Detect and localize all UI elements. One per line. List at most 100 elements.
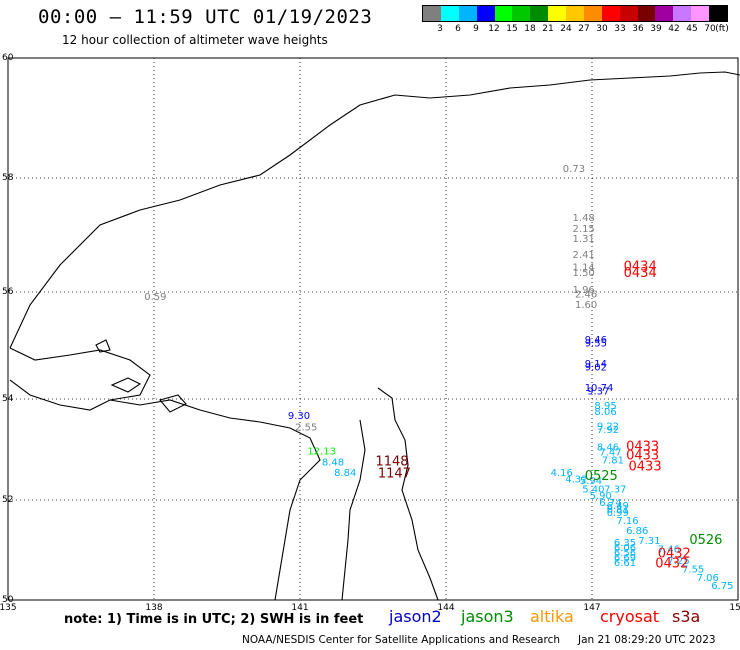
legend-altika: altika — [530, 607, 574, 626]
wave-height-label: 7.31 — [638, 536, 660, 547]
scale-label: 3 — [437, 24, 443, 34]
wave-height-label: 1.14 — [573, 262, 595, 273]
wave-height-label: 7.37 — [604, 484, 626, 495]
pass-time-label: 0525 — [585, 469, 618, 484]
wave-height-label: 6.99 — [607, 508, 629, 519]
coastline-amur-coast — [109, 399, 321, 601]
wave-height-label: 2.15 — [573, 224, 595, 235]
pass-time-label: 0434 — [624, 266, 657, 281]
wave-height-label: 6.69 — [614, 553, 636, 564]
wave-height-label: 8.46 — [597, 443, 619, 454]
lon-tick-label: 138 — [145, 603, 162, 613]
wave-height-label: 2.46 — [575, 289, 597, 300]
scale-swatch — [566, 6, 584, 21]
scale-label: 33 — [614, 24, 626, 34]
wave-height-label: 0.73 — [563, 164, 585, 175]
scale-swatch — [583, 6, 602, 21]
scale-swatch — [530, 6, 549, 21]
wave-height-label: 6.61 — [614, 558, 636, 569]
pass-time-label: 0433 — [626, 449, 659, 464]
wave-height-label: 12.13 — [307, 447, 336, 458]
wave-height-label: 5.40 — [582, 484, 604, 495]
wave-height-label: 2.41 — [573, 250, 595, 261]
coastline — [9, 71, 740, 601]
wave-height-label: 9.30 — [288, 411, 310, 422]
wave-height-label: 5.94 — [580, 476, 602, 487]
wave-height-label: 9.46 — [585, 335, 607, 346]
coastline-sakhalin-west — [341, 419, 366, 601]
scale-label: 45 — [686, 24, 698, 34]
scale-swatch — [655, 6, 674, 21]
wave-height-label: 7.25 — [667, 556, 689, 567]
map-axis-ticks: 135 138 141 144 147 150 50 52 54 56 58 60 — [0, 53, 740, 613]
scale-label: 39 — [650, 24, 662, 34]
coastline-shantar-bay — [9, 347, 151, 411]
wave-height-label: 9.37 — [587, 387, 609, 398]
legend-s3a: s3a — [672, 607, 701, 626]
footer-credit: NOAA/NESDIS Center for Satellite Applica… — [242, 634, 560, 646]
wave-height-label: 7.92 — [597, 425, 619, 436]
scale-label: 18 — [524, 24, 536, 34]
scale-label: 27 — [578, 24, 590, 34]
scale-swatch — [494, 6, 513, 21]
scale-swatch — [476, 6, 495, 21]
wave-height-label: 8.06 — [594, 407, 616, 418]
wave-height-label: 9.22 — [597, 421, 619, 432]
scale-swatch — [423, 6, 441, 21]
pass-time-label: 0434 — [624, 259, 657, 274]
wave-height-label: 7.16 — [616, 516, 638, 527]
scale-swatch — [637, 6, 656, 21]
wave-height-label: 7.81 — [602, 456, 624, 467]
color-scale-labels: 3 6 9 12 15 18 21 24 27 30 33 36 39 42 45 70 (ft) — [422, 22, 729, 36]
color-scale-bar — [422, 5, 728, 22]
legend-jason3: jason3 — [461, 607, 514, 626]
wave-height-label: 9.14 — [585, 359, 607, 370]
scale-swatch — [512, 6, 531, 21]
pass-time-label: 1147 — [378, 466, 411, 481]
pass-time-label: 1148 — [375, 455, 408, 470]
wave-height-label: 6.35 — [614, 538, 636, 549]
legend-cryosat: cryosat — [600, 607, 660, 626]
coastline-island-2 — [159, 394, 187, 413]
pass-time-label: 0432 — [655, 557, 688, 572]
wave-height-label: 9.02 — [585, 363, 607, 374]
wave-height-label: 9.55 — [585, 339, 607, 350]
coastline-sakhalin — [377, 387, 439, 601]
pass-time-label: 0432 — [658, 547, 691, 562]
lat-tick-label: 54 — [2, 394, 14, 404]
scale-swatch — [458, 6, 477, 21]
wave-height-label: 1.96 — [573, 285, 595, 296]
lat-tick-label: 56 — [2, 287, 14, 297]
scale-label: 42 — [668, 24, 680, 34]
wave-height-label: 4.32 — [565, 474, 587, 485]
page-title: 00:00 — 11:59 UTC 01/19/2023 — [38, 6, 373, 28]
wave-height-label: 6.06 — [614, 543, 636, 554]
lat-tick-label: 58 — [2, 173, 14, 183]
color-scale-legend: 3 6 9 12 15 18 21 24 27 30 33 36 39 42 45 70 (ft) — [422, 5, 729, 39]
wave-height-label: 1.48 — [573, 213, 595, 224]
wave-height-label: 6.86 — [626, 526, 648, 537]
wave-height-label: 6.56 — [614, 548, 636, 559]
scale-swatch — [601, 6, 620, 21]
legend-jason2: jason2 — [389, 607, 442, 626]
coastline-island-1 — [110, 377, 142, 393]
wave-height-label: 0.59 — [144, 292, 166, 303]
lat-tick-label: 60 — [2, 53, 14, 63]
scale-swatch — [691, 6, 709, 21]
page-subtitle: 12 hour collection of altimeter wave hei… — [62, 33, 328, 47]
wave-height-label: 1.31 — [573, 234, 595, 245]
scale-swatch — [673, 6, 692, 21]
wave-height-label: 7.46 — [658, 545, 680, 556]
lon-tick-label: 135 — [0, 603, 17, 613]
wave-height-label: 10.74 — [585, 383, 614, 394]
wave-height-label: 8.95 — [594, 401, 616, 412]
wave-height-label: 2.55 — [295, 422, 317, 433]
wave-height-label: 7.47 — [599, 448, 621, 459]
footer-note: note: 1) Time is in UTC; 2) SWH is in fe… — [64, 612, 364, 627]
map-grid — [7, 57, 739, 601]
lon-tick-label: 150 — [729, 603, 740, 613]
scale-swatch — [548, 6, 566, 21]
wave-height-label: 5.90 — [590, 491, 612, 502]
pass-time-labels: 0434043411481147043304330433052505260432… — [375, 259, 722, 571]
lat-tick-label: 50 — [2, 595, 14, 605]
